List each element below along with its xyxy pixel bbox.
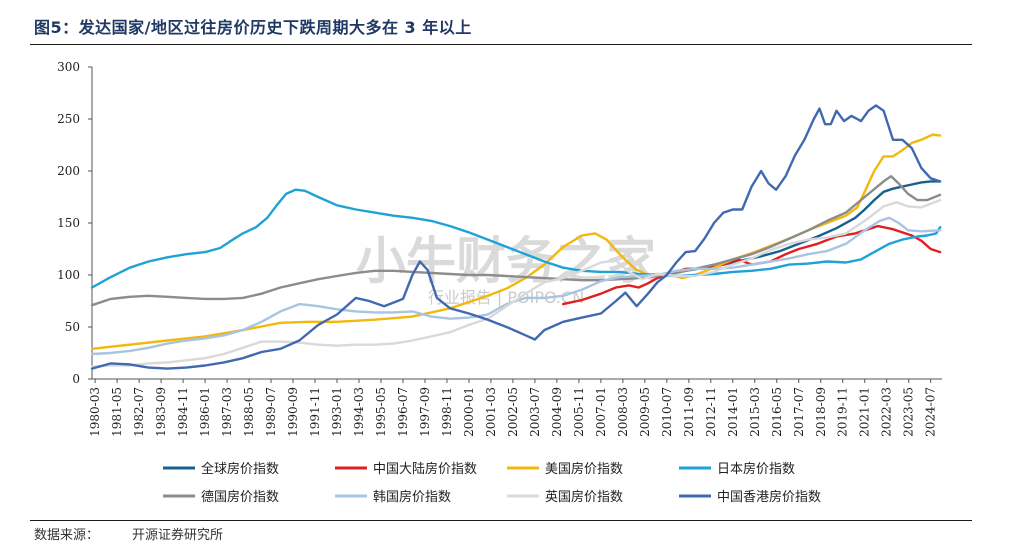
x-tick-label: 1981-05 [110, 387, 124, 437]
page-title: 图5：发达国家/地区过往房价历史下跌周期大多在 3 年以上 [34, 18, 472, 37]
x-tick-label: 1987-03 [220, 387, 234, 437]
x-tick-label: 2024-07 [924, 387, 938, 437]
legend-label: 中国大陆房价指数 [373, 461, 477, 477]
x-tick-label: 2015-03 [748, 387, 762, 437]
x-tick-label: 2012-11 [704, 387, 718, 437]
x-tick-label: 2004-09 [550, 387, 564, 437]
line-chart: 小牛财务之家 行业报告 | POIPO.CN 05010015020025030… [57, 60, 942, 505]
x-tick-label: 2002-05 [506, 387, 520, 437]
x-tick-label: 2008-03 [616, 387, 630, 437]
x-tick-label: 2003-07 [528, 387, 542, 437]
y-tick-label: 0 [72, 372, 80, 386]
x-tick-label: 2001-03 [484, 387, 498, 437]
legend-label: 英国房价指数 [545, 489, 623, 505]
x-tick-label: 1990-09 [286, 387, 300, 437]
x-tick-label: 1983-09 [154, 387, 168, 437]
x-tick-label: 2010-07 [660, 387, 674, 437]
x-tick-label: 2007-01 [594, 387, 608, 437]
x-tick-label: 1991-11 [308, 387, 322, 437]
series-line-8 [90, 104, 942, 370]
y-tick-label: 150 [57, 216, 80, 230]
x-tick-label: 1995-05 [374, 387, 388, 437]
series-line-1 [646, 180, 942, 277]
x-tick-label: 1982-07 [132, 387, 146, 437]
legend-label: 韩国房价指数 [373, 489, 451, 505]
y-tick-label: 250 [57, 112, 80, 126]
axes: 0 50 100 150 200 250 300 1980-03 1981-05 1982-07 1… [57, 60, 942, 437]
x-tick-label: 2017-07 [792, 387, 806, 437]
x-tick-label: 2014-01 [726, 387, 740, 437]
x-tick-label: 2019-11 [836, 387, 850, 437]
legend-label: 中国香港房价指数 [717, 489, 821, 505]
x-tick-label: 2000-01 [462, 387, 476, 437]
x-tick-label: 2022-03 [880, 387, 894, 437]
footer-divider [30, 520, 972, 521]
x-tick-label: 2016-05 [770, 387, 784, 437]
x-tick-label: 1996-07 [396, 387, 410, 437]
x-tick-label: 1994-03 [352, 387, 366, 437]
series-line-7 [90, 198, 942, 368]
series-lines [90, 104, 942, 370]
x-tick-label: 1988-05 [242, 387, 256, 437]
x-tick-label: 2011-09 [682, 387, 696, 437]
series-line-6 [90, 216, 942, 356]
legend-label: 德国房价指数 [201, 489, 279, 505]
x-tick-label: 1986-01 [198, 387, 212, 437]
legend-label: 日本房价指数 [717, 461, 795, 477]
x-tick-label: 1993-01 [330, 387, 344, 437]
x-tick-label: 2005-11 [572, 387, 586, 437]
x-tick-label: 2023-05 [902, 387, 916, 437]
y-tick-label: 50 [65, 320, 80, 334]
series-line-5 [90, 175, 942, 307]
legend-label: 全球房价指数 [201, 461, 279, 477]
series-line-3 [90, 133, 942, 350]
title-divider [30, 44, 972, 45]
x-tick-label: 2018-09 [814, 387, 828, 437]
x-tick-label: 1980-03 [88, 387, 102, 437]
x-tick-label: 1997-09 [418, 387, 432, 437]
data-source: 数据来源： 开源证券研究所 [34, 528, 224, 543]
x-tick-label: 2021-01 [858, 387, 872, 437]
legend-label: 美国房价指数 [545, 461, 623, 477]
y-tick-label: 300 [57, 60, 80, 74]
series-line-4 [90, 188, 942, 289]
x-tick-label: 1998-11 [440, 387, 454, 437]
y-tick-label: 100 [57, 268, 80, 282]
x-tick-label: 1984-11 [176, 387, 190, 437]
x-tick-label: 2009-05 [638, 387, 652, 437]
x-tick-label: 1989-07 [264, 387, 278, 437]
y-tick-label: 200 [57, 164, 80, 178]
